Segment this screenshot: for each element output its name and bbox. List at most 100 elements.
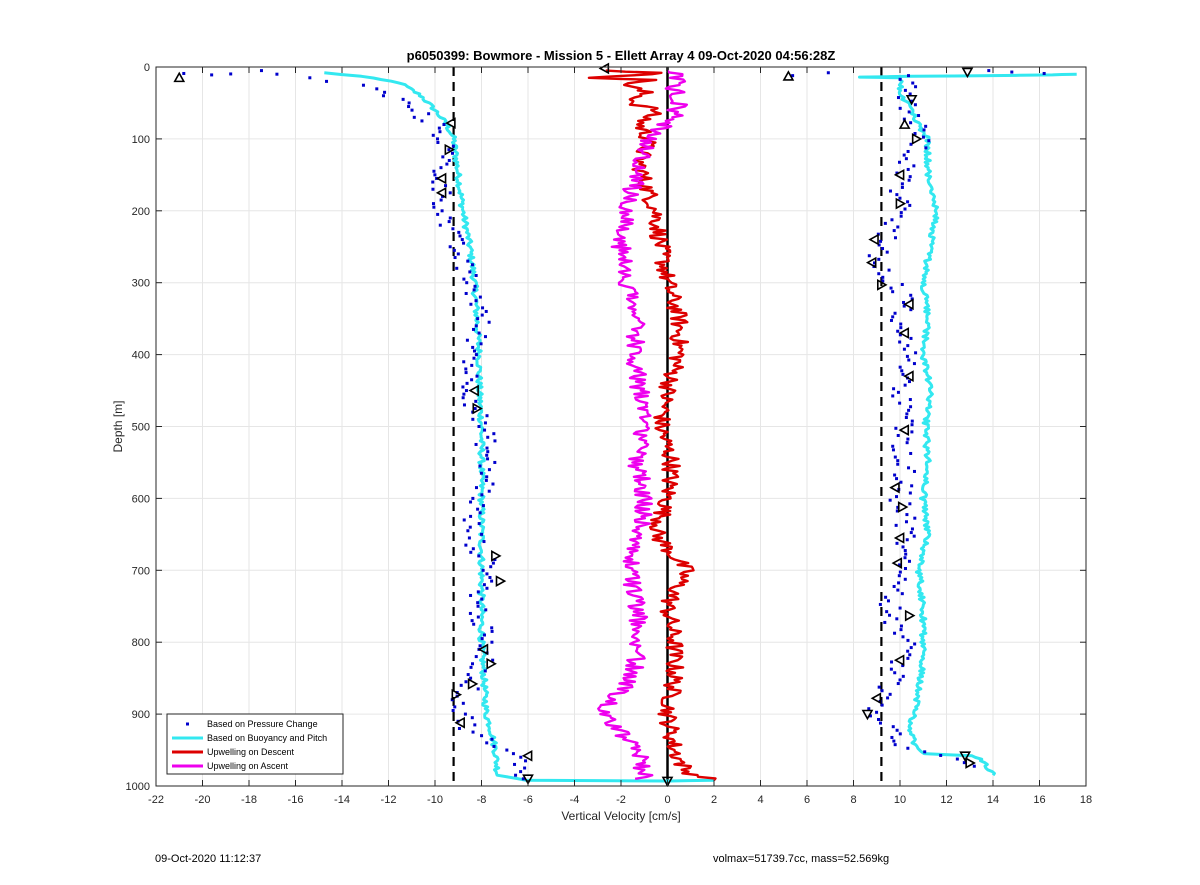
- pressure-point: [427, 112, 431, 116]
- pressure-point: [883, 620, 887, 624]
- pressure-point: [896, 433, 900, 437]
- pressure-point: [229, 72, 233, 76]
- pressure-point: [444, 184, 448, 188]
- pressure-point: [439, 198, 443, 202]
- pressure-point: [908, 653, 912, 657]
- pressure-point: [868, 714, 872, 718]
- pressure-point: [476, 601, 480, 605]
- pressure-point: [906, 746, 910, 750]
- x-tick-label: 0: [664, 794, 670, 806]
- pressure-point: [447, 158, 451, 162]
- pressure-point: [907, 178, 911, 182]
- pressure-point: [431, 202, 435, 206]
- pressure-point: [462, 392, 466, 396]
- pressure-point: [485, 414, 489, 418]
- pressure-point: [924, 124, 928, 128]
- x-tick-label: 14: [987, 794, 999, 806]
- triangle-marker: [903, 298, 914, 311]
- pressure-point: [902, 304, 906, 308]
- pressure-point: [880, 703, 884, 707]
- pressure-point: [896, 329, 900, 333]
- pressure-point: [476, 507, 480, 511]
- pressure-point: [462, 403, 466, 407]
- triangle-marker: [861, 709, 874, 721]
- pressure-point: [485, 572, 489, 576]
- pressure-point: [468, 611, 472, 615]
- pressure-point: [480, 532, 484, 536]
- pressure-point: [452, 248, 456, 252]
- x-tick-label: -6: [523, 794, 533, 806]
- pressure-point: [448, 245, 452, 249]
- pressure-point: [461, 396, 465, 400]
- pressure-point: [897, 581, 901, 585]
- pressure-point: [888, 189, 892, 193]
- pressure-point: [913, 132, 917, 136]
- pressure-point: [1042, 71, 1046, 75]
- pressure-point: [912, 164, 916, 168]
- pressure-point: [486, 435, 490, 439]
- pressure-point: [899, 480, 903, 484]
- y-tick-label: 900: [132, 709, 150, 721]
- pressure-point: [896, 505, 900, 509]
- pressure-point: [878, 602, 882, 606]
- pressure-point: [448, 216, 452, 220]
- pressure-point: [903, 567, 907, 571]
- pressure-point: [432, 205, 436, 209]
- pressure-point: [923, 750, 927, 754]
- markers-layer: [173, 62, 976, 788]
- x-tick-label: -22: [148, 794, 164, 806]
- pressure-point: [914, 351, 918, 355]
- pressure-point: [881, 275, 885, 279]
- pressure-point: [893, 236, 897, 240]
- pressure-point: [894, 523, 898, 527]
- pressure-point: [466, 529, 470, 533]
- pressure-point: [474, 442, 478, 446]
- pressure-point: [887, 268, 891, 272]
- x-tick-label: -16: [288, 794, 304, 806]
- pressure-point: [481, 306, 485, 310]
- pressure-point: [898, 106, 902, 110]
- pressure-point: [905, 513, 909, 517]
- pressure-point: [490, 737, 494, 741]
- triangle-marker: [477, 643, 489, 656]
- pressure-point: [972, 764, 976, 768]
- x-tick-label: -18: [241, 794, 257, 806]
- pressure-point: [901, 674, 905, 678]
- pressure-point: [472, 288, 476, 292]
- pressure-point: [441, 155, 445, 159]
- pressure-point: [899, 326, 903, 330]
- pressure-point: [431, 180, 435, 184]
- pressure-point: [523, 766, 527, 770]
- triangle-marker: [454, 716, 465, 729]
- pressure-point: [436, 212, 440, 216]
- pressure-point: [361, 83, 365, 87]
- y-tick-label: 800: [132, 637, 150, 649]
- pressure-point: [461, 385, 465, 389]
- pressure-point: [451, 144, 455, 148]
- legend-box: [166, 713, 344, 775]
- pressure-point: [447, 220, 451, 224]
- pressure-point: [433, 173, 437, 177]
- pressure-point: [492, 744, 496, 748]
- pressure-point: [453, 256, 457, 260]
- pressure-point: [884, 595, 888, 599]
- pressure-point: [469, 500, 473, 504]
- pressure-point: [463, 712, 467, 716]
- pressure-point: [473, 723, 477, 727]
- pressure-point: [469, 550, 473, 554]
- pressure-point: [878, 721, 882, 725]
- x-tick-label: 2: [711, 794, 717, 806]
- triangle-marker: [598, 62, 610, 75]
- pressure-point: [907, 559, 911, 563]
- pressure-point: [906, 167, 910, 171]
- pressure-point: [898, 563, 902, 567]
- pressure-point: [906, 656, 910, 660]
- pressure-point: [490, 640, 494, 644]
- pressure-point: [906, 149, 910, 153]
- pressure-point: [905, 538, 909, 542]
- pressure-point: [457, 726, 461, 730]
- pressure-point: [477, 554, 481, 558]
- pressure-point: [907, 358, 911, 362]
- pressure-point: [892, 739, 896, 743]
- pressure-point: [875, 710, 879, 714]
